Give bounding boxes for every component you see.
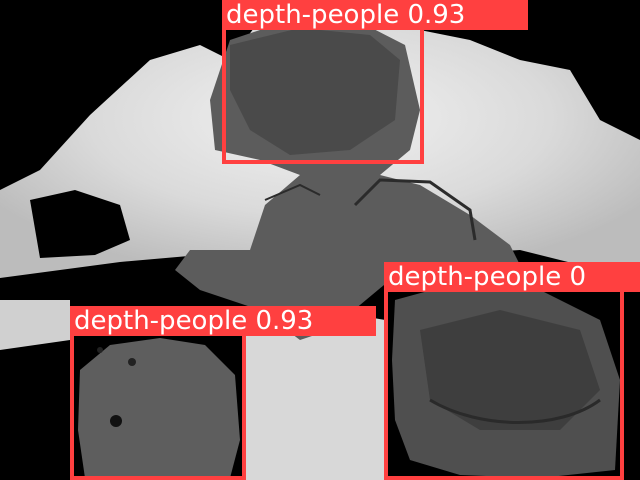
- detection-box-right: [384, 288, 624, 480]
- detection-label-top: depth-people 0.93: [222, 0, 528, 30]
- detection-label-left: depth-people 0.93: [70, 306, 376, 336]
- detection-box-top: [222, 24, 424, 164]
- person-left: [78, 338, 240, 478]
- detection-label-right: depth-people 0: [384, 262, 640, 292]
- floor-region: [245, 310, 385, 480]
- detection-box-left: [70, 332, 246, 480]
